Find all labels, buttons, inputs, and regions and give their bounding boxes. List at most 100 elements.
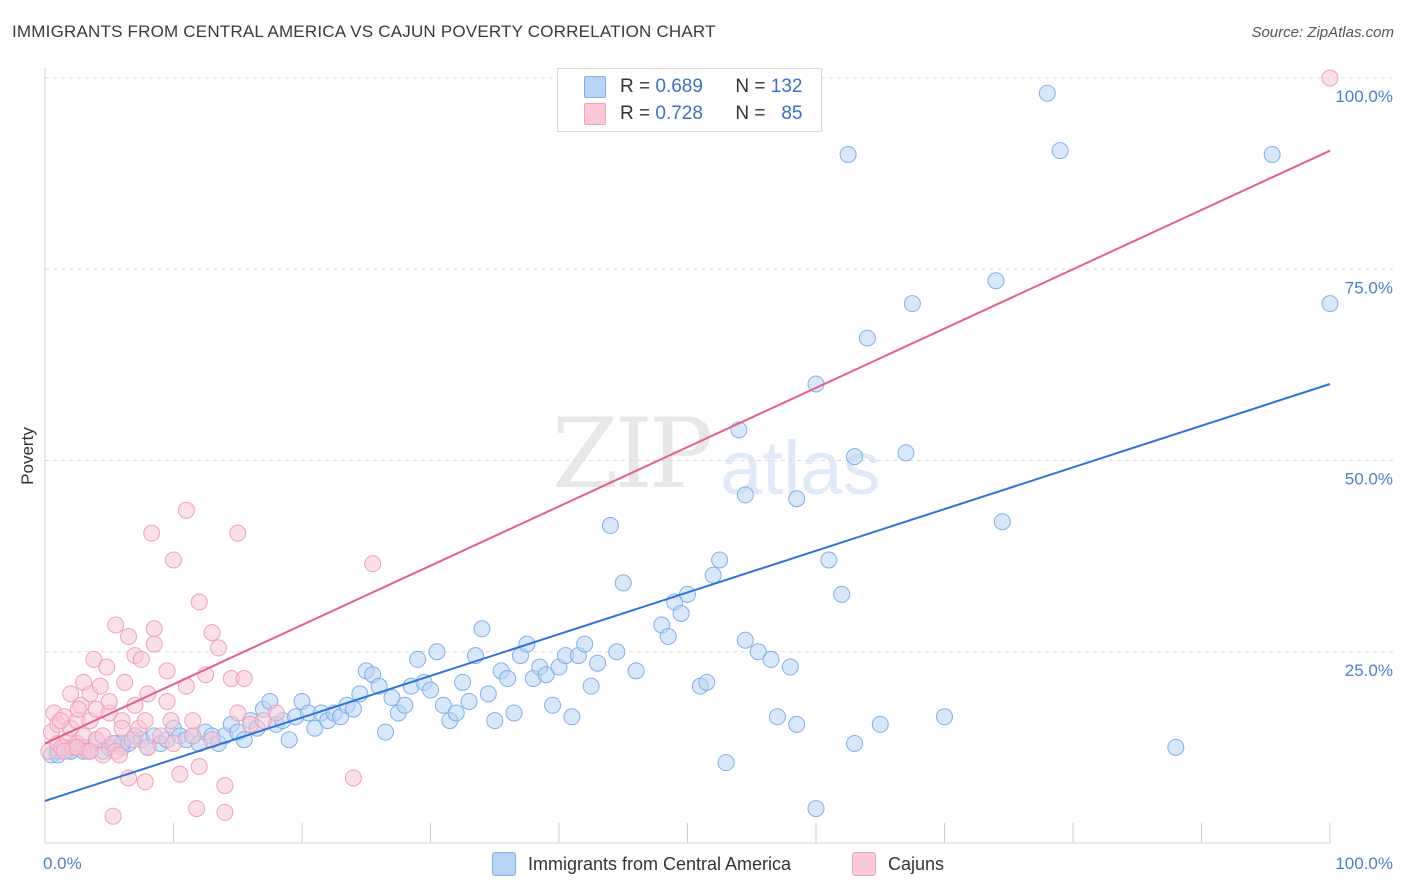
point-cajuns	[139, 738, 157, 756]
legend-n-value: 85	[781, 103, 803, 124]
data-points	[40, 69, 1339, 825]
point-cajuns	[113, 719, 131, 737]
point-central-america	[833, 585, 851, 603]
point-cajuns	[344, 769, 362, 787]
legend-row-cajuns: R = 0.728 N = 85	[584, 102, 802, 126]
point-central-america	[576, 635, 594, 653]
point-central-america	[627, 662, 645, 680]
point-cajuns	[98, 658, 116, 676]
point-cajuns	[111, 746, 129, 764]
point-central-america	[1263, 146, 1281, 163]
point-central-america	[736, 486, 754, 504]
point-central-america	[614, 574, 632, 592]
source-credit: Source: ZipAtlas.com	[1251, 24, 1394, 41]
point-central-america	[537, 666, 555, 684]
point-cajuns	[152, 727, 170, 745]
point-cajuns	[62, 685, 80, 703]
legend-item-cajuns[interactable]: Cajuns	[852, 852, 944, 876]
point-central-america	[499, 670, 517, 688]
point-central-america	[704, 566, 722, 584]
point-central-america	[589, 654, 607, 672]
point-central-america	[422, 681, 439, 699]
point-central-america	[383, 689, 401, 707]
point-central-america	[1321, 295, 1339, 313]
point-central-america	[698, 673, 716, 691]
point-cajuns	[120, 769, 138, 787]
trend-line-central-america	[44, 383, 1331, 802]
point-central-america	[993, 513, 1011, 531]
point-cajuns	[145, 620, 163, 638]
point-cajuns	[145, 635, 163, 653]
point-cajuns	[100, 692, 118, 710]
legend-r-value: 0.689	[655, 76, 703, 97]
point-central-america	[396, 696, 414, 714]
point-cajuns	[171, 765, 189, 783]
point-cajuns	[203, 624, 221, 642]
point-central-america	[563, 708, 581, 726]
point-cajuns	[177, 501, 195, 519]
point-central-america	[987, 272, 1005, 290]
watermark-zip: ZIP	[552, 398, 713, 510]
point-central-america	[736, 631, 754, 649]
point-cajuns	[107, 616, 125, 634]
point-central-america	[377, 723, 395, 741]
point-central-america	[903, 295, 921, 313]
point-central-america	[781, 658, 799, 676]
point-central-america	[434, 696, 452, 714]
point-cajuns	[184, 727, 202, 745]
point-central-america	[936, 708, 953, 726]
point-cajuns	[188, 800, 206, 818]
x-tick-label: 100.0%	[1335, 854, 1393, 873]
point-cajuns	[216, 777, 234, 795]
point-central-america	[788, 490, 806, 508]
point-central-america	[447, 704, 465, 722]
point-central-america	[717, 754, 735, 772]
point-central-america	[370, 677, 388, 695]
point-central-america	[846, 735, 864, 753]
point-cajuns	[136, 712, 154, 730]
y-axis-label: Poverty	[18, 427, 37, 485]
point-cajuns	[81, 742, 99, 760]
point-central-america	[762, 650, 780, 668]
point-cajuns	[190, 758, 208, 775]
point-cajuns	[158, 692, 176, 710]
legend-n-label: N =	[735, 76, 766, 97]
point-central-america	[454, 673, 472, 691]
legend-row-central-america: R = 0.689 N = 132	[584, 75, 802, 99]
y-tick-label: 100.0%	[1335, 87, 1393, 106]
point-cajuns	[85, 650, 103, 668]
legend-n-label: N =	[735, 103, 766, 124]
y-tick-label: 50.0%	[1345, 470, 1393, 489]
legend-r-value: 0.728	[655, 103, 703, 124]
point-cajuns	[120, 627, 138, 645]
point-central-america	[768, 708, 786, 726]
point-cajuns	[165, 551, 182, 569]
point-central-america	[1167, 738, 1185, 756]
point-cajuns	[254, 712, 272, 730]
point-central-america	[505, 704, 523, 722]
point-central-america	[858, 329, 876, 347]
point-central-america	[788, 715, 806, 733]
y-tick-label: 75.0%	[1345, 278, 1393, 297]
point-central-america	[749, 643, 767, 661]
point-cajuns	[184, 712, 202, 730]
point-cajuns	[162, 712, 180, 730]
point-cajuns	[104, 807, 122, 825]
point-central-america	[1038, 84, 1056, 102]
legend-swatch-cajuns	[852, 852, 876, 876]
point-central-america	[306, 719, 324, 737]
point-cajuns	[69, 700, 87, 718]
point-central-america	[280, 731, 298, 749]
point-cajuns	[216, 803, 234, 821]
point-central-america	[807, 800, 825, 818]
y-tick-label: 25.0%	[1345, 661, 1393, 680]
legend-r-label: R =	[620, 76, 651, 97]
legend-item-central-america[interactable]: Immigrants from Central America	[492, 852, 791, 876]
point-central-america	[659, 627, 677, 645]
tick-labels: 25.0% 50.0% 75.0% 100.0% 0.0% 100.0%	[43, 87, 1393, 873]
series-legend: Immigrants from Central America Cajuns	[0, 852, 1406, 878]
point-cajuns	[209, 639, 227, 657]
point-central-america	[871, 715, 889, 733]
point-cajuns	[1321, 69, 1339, 87]
point-central-america	[582, 677, 600, 695]
